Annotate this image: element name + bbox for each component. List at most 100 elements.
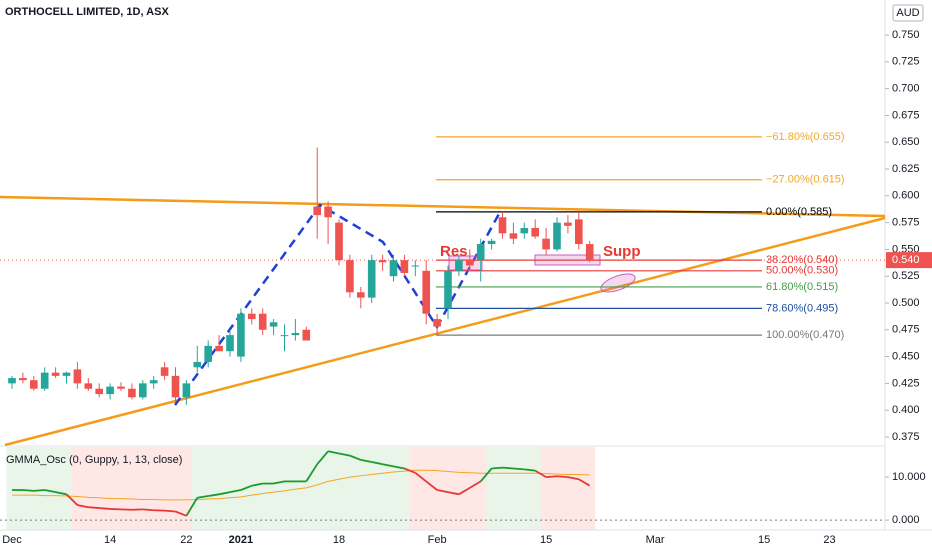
currency: AUD bbox=[896, 7, 919, 19]
y-tick-label: 0.475 bbox=[892, 324, 920, 336]
fast-line bbox=[22, 489, 34, 492]
candle-body bbox=[171, 375, 180, 398]
chart-title: ORTHOCELL LIMITED, 1D, ASX bbox=[5, 6, 169, 18]
fast-line bbox=[436, 489, 449, 494]
x-tick-label: Mar bbox=[646, 534, 665, 546]
candle-body bbox=[40, 372, 49, 389]
fast-line bbox=[316, 450, 329, 465]
oscillator-band bbox=[202, 447, 214, 530]
candle-body bbox=[269, 322, 278, 327]
candle-body bbox=[476, 244, 485, 261]
y-tick-label: 0.400 bbox=[892, 404, 920, 416]
candle-body bbox=[585, 244, 594, 261]
fast-line bbox=[33, 489, 45, 492]
candle-body bbox=[215, 345, 223, 352]
y-tick-label: 0.000 bbox=[892, 514, 920, 526]
oscillator-band bbox=[355, 447, 367, 530]
oscillator-band bbox=[213, 447, 225, 530]
oscillator-band bbox=[6, 447, 18, 530]
fast-line bbox=[546, 475, 558, 479]
trendline bbox=[4, 216, 886, 447]
y-tick-label: 0.450 bbox=[892, 350, 920, 362]
fib-label: 0.00%(0.585) bbox=[766, 206, 832, 218]
oscillator-title: GMMA_Osc (0, Guppy, 1, 13, close) bbox=[6, 454, 182, 466]
candle-body bbox=[8, 378, 16, 384]
oscillator-band bbox=[551, 447, 563, 530]
fast-line bbox=[218, 491, 231, 496]
fast-line bbox=[338, 452, 351, 457]
candle-body bbox=[324, 206, 332, 218]
fast-line bbox=[88, 506, 100, 509]
y-tick-label: 0.725 bbox=[892, 56, 920, 68]
candle-body bbox=[487, 240, 496, 245]
oscillator-band bbox=[224, 447, 236, 530]
oscillator-band bbox=[268, 447, 280, 530]
fast-line bbox=[414, 472, 427, 483]
oscillator-band bbox=[115, 447, 127, 530]
x-tick-label: 2021 bbox=[229, 534, 253, 546]
oscillator-band bbox=[126, 447, 138, 530]
fast-line bbox=[513, 467, 525, 471]
fast-line bbox=[469, 480, 482, 489]
fast-line bbox=[208, 493, 220, 497]
oscillator-band bbox=[409, 447, 421, 530]
candle-body bbox=[117, 386, 125, 389]
oscillator-band bbox=[289, 447, 301, 530]
fast-line bbox=[502, 466, 514, 470]
candle-body bbox=[73, 369, 82, 384]
oscillator-band bbox=[257, 447, 269, 530]
oscillator-band bbox=[300, 447, 312, 530]
fib-label: 100.00%(0.470) bbox=[766, 329, 844, 341]
candle-body bbox=[29, 380, 38, 389]
oscillator-band bbox=[540, 447, 552, 530]
oscillator-band bbox=[148, 447, 160, 530]
currency-box[interactable] bbox=[892, 4, 924, 22]
fast-line bbox=[524, 468, 536, 472]
oscillator-band bbox=[104, 447, 116, 530]
fast-line bbox=[327, 450, 340, 455]
y-tick-label: 0.575 bbox=[892, 217, 920, 229]
oscillator-band bbox=[170, 447, 181, 530]
y-tick-label: 0.650 bbox=[892, 136, 920, 148]
oscillator-band bbox=[235, 447, 247, 530]
candle-body bbox=[204, 345, 213, 362]
oscillator-band bbox=[475, 447, 487, 530]
fast-line bbox=[65, 493, 79, 506]
fib-label: 50.00%(0.530) bbox=[766, 265, 838, 277]
fast-line bbox=[251, 482, 263, 487]
annotation: Supp bbox=[603, 243, 641, 260]
oscillator-band bbox=[246, 447, 258, 530]
candle-body bbox=[19, 378, 27, 381]
candle-body bbox=[62, 372, 71, 376]
oscillator-band bbox=[39, 447, 51, 530]
candle-body bbox=[444, 270, 452, 309]
fast-line bbox=[44, 489, 56, 494]
y-tick-label: 0.675 bbox=[892, 109, 920, 121]
fast-line bbox=[382, 463, 394, 468]
fast-line bbox=[393, 465, 405, 470]
oscillator-band bbox=[398, 447, 410, 530]
x-tick-label: 15 bbox=[540, 534, 552, 546]
fast-line bbox=[404, 467, 416, 474]
candle-body bbox=[520, 227, 529, 234]
fast-line bbox=[240, 484, 253, 491]
fast-line bbox=[556, 475, 568, 479]
candle-body bbox=[237, 313, 245, 357]
oscillator-band bbox=[322, 447, 334, 530]
x-tick-label: Feb bbox=[428, 534, 447, 546]
oscillator-band bbox=[191, 447, 203, 530]
oscillator-band bbox=[333, 447, 345, 530]
candle-body bbox=[411, 265, 420, 267]
candle-body bbox=[95, 388, 104, 395]
oscillator-band bbox=[279, 447, 290, 530]
fib-label: −27.00%(0.615) bbox=[766, 174, 845, 186]
fast-line bbox=[458, 487, 471, 496]
candle-body bbox=[313, 206, 322, 216]
candle-body bbox=[149, 380, 158, 384]
candle-body bbox=[84, 383, 93, 389]
fast-line bbox=[142, 508, 154, 512]
oscillator-band bbox=[420, 447, 432, 530]
y-tick-label: 0.700 bbox=[892, 83, 920, 95]
candle-body bbox=[346, 260, 354, 293]
